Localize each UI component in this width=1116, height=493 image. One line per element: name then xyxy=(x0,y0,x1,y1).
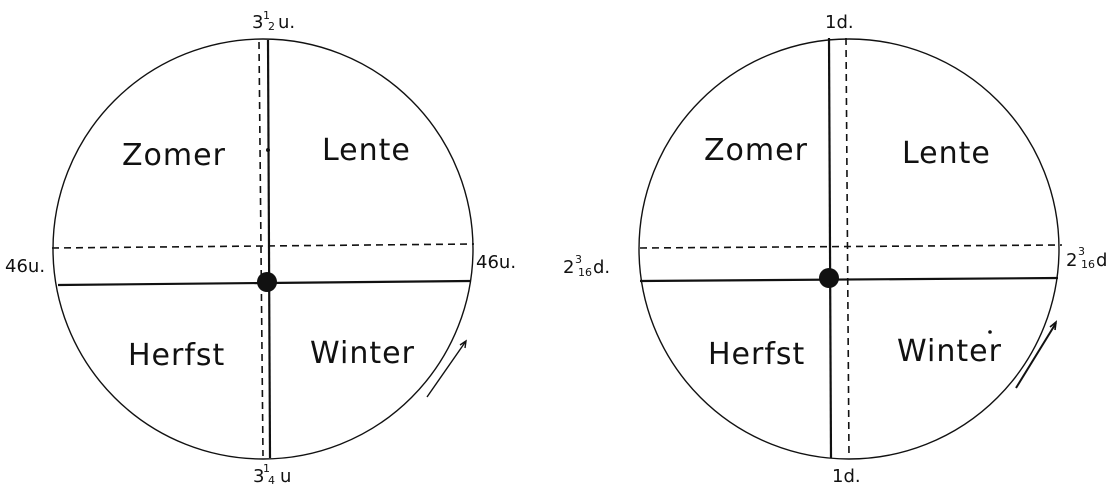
right-bottom-label: 1d. xyxy=(832,466,861,487)
right-right-label-whole: 2 xyxy=(1066,250,1077,271)
left-axis-mark xyxy=(266,148,270,152)
right-left-label-whole: 2 xyxy=(563,257,574,278)
right-season-zomer: Zomer xyxy=(704,133,808,168)
left-direction-arrow-head xyxy=(459,339,467,349)
right-horizontal-dashed-axis xyxy=(639,244,1063,249)
right-left-label-unit: d. xyxy=(593,257,610,278)
left-side-label-left: 46u. xyxy=(5,256,45,277)
right-season-winter: Winter xyxy=(897,334,1002,369)
right-orbit-circle xyxy=(638,38,1060,460)
left-bottom-label-denominator: 4 xyxy=(268,474,275,487)
right-sun-dot xyxy=(819,268,839,288)
left-vertical-dashed-axis xyxy=(258,41,264,457)
right-vertical-axis xyxy=(827,37,833,459)
left-bottom-label: 3 1 4 u xyxy=(253,462,291,487)
right-diagram: Zomer Lente Herfst Winter 1d. 1d. 2 3 16… xyxy=(563,12,1107,487)
right-winter-dot xyxy=(988,330,992,334)
left-horizontal-dashed-axis xyxy=(51,243,475,249)
left-top-label-numerator: 1 xyxy=(263,9,270,22)
left-orbit-circle xyxy=(52,38,474,460)
right-left-label-denominator: 16 xyxy=(578,266,592,279)
left-bottom-label-unit: u xyxy=(280,466,291,487)
left-season-winter: Winter xyxy=(310,336,415,371)
left-season-herfst: Herfst xyxy=(128,338,225,373)
right-vertical-dashed-axis xyxy=(845,37,850,459)
left-vertical-axis xyxy=(266,39,272,459)
left-side-label-right: 46u. xyxy=(476,252,516,273)
left-sun-dot xyxy=(257,272,277,292)
left-diagram: Zomer Lente Herfst Winter 3 1 2 u. 3 1 4… xyxy=(5,9,516,487)
right-season-herfst: Herfst xyxy=(708,337,805,372)
right-season-lente: Lente xyxy=(902,136,991,171)
right-left-label-numerator: 3 xyxy=(575,253,582,266)
left-season-zomer: Zomer xyxy=(122,138,226,173)
left-direction-arrow-line xyxy=(426,340,467,398)
left-top-label-unit: u. xyxy=(278,12,295,33)
right-direction-arrow-line xyxy=(1015,322,1057,389)
left-top-label: 3 1 2 u. xyxy=(252,9,295,33)
left-season-lente: Lente xyxy=(322,133,411,168)
left-top-label-whole: 3 xyxy=(252,12,263,33)
right-top-label: 1d. xyxy=(825,12,854,33)
right-side-label-right: 2 3 16 d xyxy=(1066,245,1107,271)
left-bottom-label-whole: 3 xyxy=(253,466,264,487)
right-horizontal-axis xyxy=(639,276,1059,283)
right-right-label-denominator: 16 xyxy=(1081,258,1095,271)
right-right-label-numerator: 3 xyxy=(1078,245,1085,258)
right-direction-arrow-head xyxy=(1049,320,1058,331)
left-bottom-label-numerator: 1 xyxy=(263,462,270,475)
left-top-label-denominator: 2 xyxy=(268,20,275,33)
right-right-label-unit: d xyxy=(1096,250,1107,271)
right-side-label-left: 2 3 16 d. xyxy=(563,253,610,279)
